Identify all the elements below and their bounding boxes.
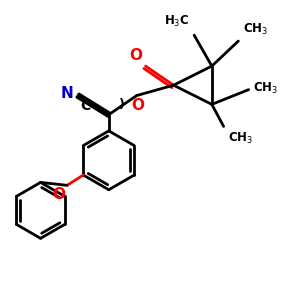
Text: H$_3$C: H$_3$C	[164, 14, 190, 29]
Text: O: O	[132, 98, 145, 113]
Text: O: O	[52, 187, 66, 202]
Text: N: N	[61, 86, 74, 101]
Text: CH$_3$: CH$_3$	[228, 131, 253, 146]
Text: O: O	[129, 47, 142, 62]
Text: C: C	[81, 99, 91, 113]
Text: ): )	[119, 98, 125, 111]
Text: CH$_3$: CH$_3$	[243, 22, 268, 37]
Text: CH$_3$: CH$_3$	[253, 81, 278, 96]
